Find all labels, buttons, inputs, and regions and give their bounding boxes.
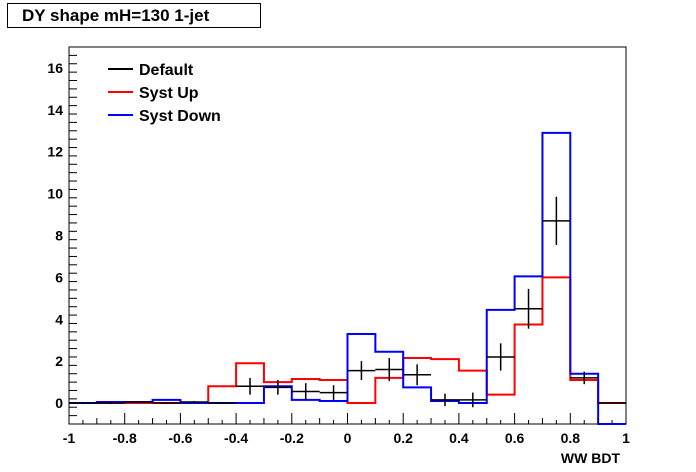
legend-label: Syst Up [139,85,199,102]
data-point [347,361,376,381]
series-syst-up-line [69,276,626,405]
y-tick-label: 4 [55,311,63,327]
x-tick-label: 0 [344,430,352,446]
y-tick-label: 16 [47,60,63,76]
data-point [180,400,209,404]
legend: Default Syst Up Syst Down [108,62,221,125]
series-layer [69,131,626,425]
data-point [514,288,543,329]
data-point [96,402,125,405]
y-tick-label: 12 [47,144,63,160]
x-tick-label: -1 [63,430,76,446]
legend-label: Default [139,62,194,79]
x-tick-label: -0.8 [113,430,137,446]
x-tick-label: 0.8 [561,430,581,446]
axis-layer: -1 -0.8 -0.6 -0.4 -0.2 0 0.2 0.4 0.6 0.8 102468101… [47,46,630,446]
y-tick-label: 6 [55,269,63,285]
data-point [542,196,571,245]
data-point [236,377,264,395]
data-point [486,343,515,371]
data-point [375,358,404,382]
series-default-points [69,196,626,408]
y-tick-label: 10 [47,186,63,202]
data-point [431,393,459,407]
data-point [263,380,292,395]
data-point [69,402,97,405]
chart-title: DY shape mH=130 1-jet [7,3,261,28]
legend-item: Syst Up [108,85,199,102]
x-tick-label: -0.4 [224,430,248,446]
x-tick-label: -0.2 [280,430,304,446]
data-point [152,402,181,405]
y-tick-label: 0 [55,395,63,411]
x-tick-label: 0.6 [505,430,525,446]
data-point [208,402,237,405]
x-axis-title: WW BDT [561,450,621,466]
legend-label: Syst Down [139,108,221,125]
legend-item: Syst Down [108,108,221,125]
y-tick-label: 14 [47,102,63,118]
data-point [458,392,487,408]
series-syst-down-line [69,131,626,425]
y-tick-label: 8 [55,228,63,244]
data-point [124,400,153,404]
data-point [291,383,320,400]
data-point [403,364,432,386]
y-tick-label: 2 [55,353,63,369]
data-point [570,371,599,385]
x-tick-label: 1 [622,430,630,446]
x-tick-label: 0.2 [393,430,413,446]
x-tick-label: -0.6 [168,430,192,446]
x-tick-label: 0.4 [449,430,469,446]
legend-item: Default [108,62,194,79]
data-point [319,385,348,400]
